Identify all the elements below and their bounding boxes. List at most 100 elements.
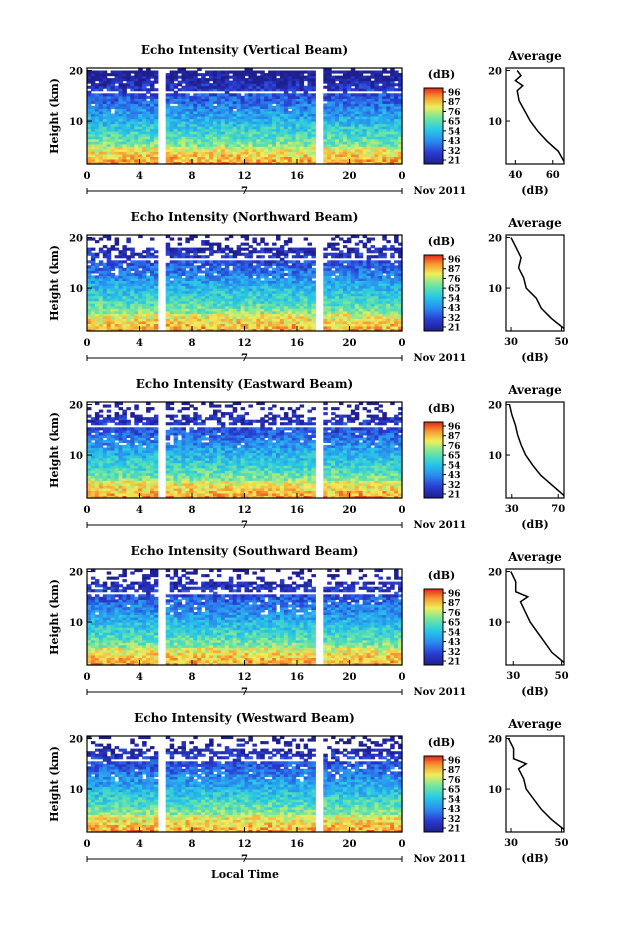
heatmap-cell — [304, 86, 309, 89]
heatmap-cell — [256, 255, 261, 258]
heatmap-cell — [189, 255, 194, 258]
heatmap-cell — [264, 243, 269, 246]
heatmap-cell — [91, 248, 96, 251]
heatmap-cell — [335, 71, 340, 74]
heatmap-cell — [339, 71, 344, 74]
heatmap-cell — [229, 270, 234, 273]
heatmap-cell — [394, 83, 399, 86]
heatmap-cell — [311, 248, 316, 251]
heatmap-cell — [146, 275, 151, 278]
heatmap-cell — [122, 245, 127, 248]
colorbar-tick-label: 96 — [448, 89, 461, 99]
heatmap-cell — [182, 93, 187, 96]
heatmap-cell — [111, 78, 116, 81]
heatmap-cell — [378, 248, 383, 251]
heatmap-cell — [237, 93, 242, 96]
heatmap-cell — [394, 88, 399, 91]
heatmap-cell — [260, 255, 265, 258]
heatmap-cell — [138, 93, 143, 96]
heatmap-cell — [288, 248, 293, 251]
y-axis-label: Height (km) — [48, 78, 61, 154]
heatmap-cell — [87, 260, 92, 263]
heatmap-cell — [178, 81, 183, 84]
heatmap-cell — [359, 71, 364, 74]
x-tick-label: 8 — [189, 171, 196, 182]
heatmap-cell — [335, 248, 340, 251]
x-tick-label: 12 — [238, 171, 252, 182]
heatmap-cells — [87, 68, 403, 165]
heatmap-cell — [233, 93, 238, 96]
heatmap-cell — [280, 245, 285, 248]
heatmap-cell — [185, 71, 190, 74]
heatmap-cell — [174, 83, 179, 86]
heatmap-cell — [335, 275, 340, 278]
heatmap-cell — [347, 248, 352, 251]
heatmap-cell — [170, 106, 175, 109]
heatmap-cell — [359, 93, 364, 96]
heatmap-cell — [256, 76, 261, 79]
heatmap-cell — [245, 253, 250, 256]
heatmap-cell — [245, 78, 250, 81]
heatmap-cell — [205, 71, 210, 74]
heatmap-cell — [99, 248, 104, 251]
heatmap-cell — [308, 248, 313, 251]
heatmap-cell — [296, 71, 301, 74]
heatmap-cell — [201, 270, 206, 273]
heatmap-cell — [371, 260, 376, 263]
heatmap-cell — [272, 243, 277, 246]
heatmap-cell — [107, 78, 112, 81]
heatmap-cell — [248, 260, 253, 263]
heatmap-cell — [245, 260, 250, 263]
heatmap-cell — [91, 253, 96, 256]
heatmap-cell — [95, 83, 100, 86]
heatmap-cell — [154, 250, 159, 253]
heatmap-cell — [146, 96, 151, 99]
heatmap-cell — [166, 93, 171, 96]
heatmap-cell — [260, 71, 265, 74]
heatmap-cell — [178, 238, 183, 241]
heatmap-cell — [213, 71, 218, 74]
heatmap-cell — [268, 278, 273, 281]
heatmap-cell — [367, 71, 372, 74]
heatmap-cell — [300, 255, 305, 258]
heatmap-cell — [233, 71, 238, 74]
heatmap-cell — [272, 268, 277, 271]
heatmap-cell — [225, 71, 230, 74]
heatmap-cell — [178, 248, 183, 251]
profile-x-label: (dB) — [521, 184, 548, 197]
heatmap-cell — [150, 253, 155, 256]
heatmap-cell — [119, 71, 124, 74]
x-tick-label: 0 — [84, 171, 91, 182]
heatmap-cell — [217, 243, 222, 246]
heatmap-cell — [154, 88, 159, 91]
profile-y-tick-label: 10 — [488, 117, 502, 128]
heatmap-cell — [335, 243, 340, 246]
heatmap-cell — [276, 260, 281, 263]
heatmap-cell — [363, 93, 368, 96]
heatmap-cell — [355, 248, 360, 251]
heatmap-cell — [111, 114, 116, 117]
heatmap-cell — [367, 238, 372, 241]
heatmap-cell — [359, 253, 364, 256]
heatmap-cell — [225, 253, 230, 256]
heatmap-cell — [182, 248, 187, 251]
heatmap-cell — [268, 260, 273, 263]
heatmap-cell — [300, 263, 305, 266]
heatmap-cell — [386, 93, 391, 96]
heatmap-cell — [367, 248, 372, 251]
heatmap-cell — [276, 71, 281, 74]
heatmap-cell — [276, 248, 281, 251]
heatmap-cell — [241, 253, 246, 256]
heatmap-cell — [142, 93, 147, 96]
heatmap-cell — [99, 93, 104, 96]
heatmap-cell — [130, 273, 135, 276]
heatmap-cell — [150, 81, 155, 84]
x-tick-label: 4 — [136, 171, 143, 182]
heatmap-cell — [256, 243, 261, 246]
heatmap-cell — [327, 243, 332, 246]
heatmap-cell — [323, 253, 328, 256]
heatmap-cell — [201, 275, 206, 278]
heatmap-cell — [374, 248, 379, 251]
heatmap-cell — [292, 255, 297, 258]
heatmap-cell — [252, 93, 257, 96]
